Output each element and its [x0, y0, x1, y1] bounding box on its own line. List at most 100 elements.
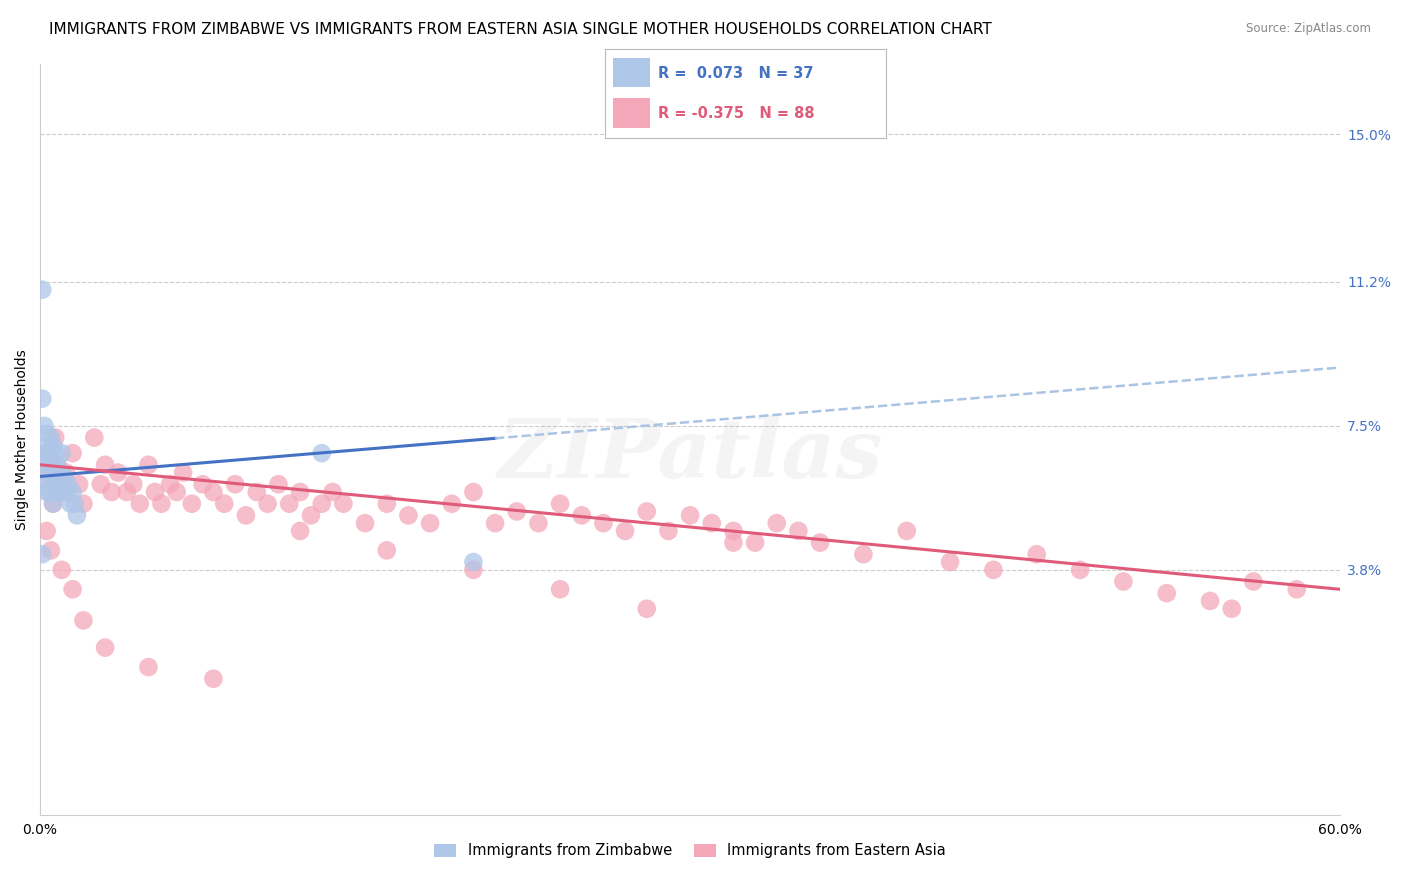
Point — [62, 582, 84, 597]
Point — [51, 477, 73, 491]
Point — [571, 508, 593, 523]
Point — [657, 524, 679, 538]
Point — [52, 469, 75, 483]
Point — [202, 672, 225, 686]
Point — [138, 660, 160, 674]
Point — [636, 601, 658, 615]
Point — [723, 535, 745, 549]
Point — [115, 485, 138, 500]
Point — [1112, 574, 1135, 589]
Bar — [613, 58, 650, 87]
Point — [31, 283, 53, 297]
Point — [46, 458, 69, 472]
Point — [548, 582, 571, 597]
Point — [44, 431, 66, 445]
Point — [311, 497, 333, 511]
Point — [48, 466, 70, 480]
Point — [548, 497, 571, 511]
Point — [66, 508, 89, 523]
Point — [592, 516, 614, 530]
Legend: Immigrants from Zimbabwe, Immigrants from Eastern Asia: Immigrants from Zimbabwe, Immigrants fro… — [429, 838, 952, 864]
Point — [51, 446, 73, 460]
Point — [506, 504, 529, 518]
Point — [39, 431, 62, 445]
Point — [278, 497, 301, 511]
Point — [94, 640, 117, 655]
Point — [744, 535, 766, 549]
Point — [38, 446, 60, 460]
Point — [39, 543, 62, 558]
Text: ZIPatlas: ZIPatlas — [498, 415, 883, 494]
Point — [143, 485, 166, 500]
Text: Source: ZipAtlas.com: Source: ZipAtlas.com — [1246, 22, 1371, 36]
Point — [419, 516, 441, 530]
Point — [48, 485, 70, 500]
Y-axis label: Single Mother Households: Single Mother Households — [15, 349, 30, 530]
Point — [34, 477, 56, 491]
Point — [39, 485, 62, 500]
Point — [150, 497, 173, 511]
Point — [59, 497, 82, 511]
Point — [62, 446, 84, 460]
Point — [34, 418, 56, 433]
Text: R = -0.375   N = 88: R = -0.375 N = 88 — [658, 106, 814, 120]
Point — [46, 477, 69, 491]
Point — [51, 563, 73, 577]
Point — [191, 477, 214, 491]
Point — [44, 485, 66, 500]
Point — [122, 477, 145, 491]
Point — [44, 446, 66, 460]
Point — [299, 508, 322, 523]
Point — [180, 497, 202, 511]
Point — [983, 563, 1005, 577]
Bar — [613, 98, 650, 128]
Point — [159, 477, 181, 491]
Point — [35, 426, 58, 441]
Point — [35, 446, 58, 460]
Point — [67, 477, 90, 491]
Point — [38, 485, 60, 500]
Point — [58, 477, 80, 491]
Point — [35, 485, 58, 500]
Point — [463, 563, 485, 577]
Point — [35, 466, 58, 480]
Point — [939, 555, 962, 569]
Point — [679, 508, 702, 523]
Point — [1241, 574, 1264, 589]
Point — [72, 497, 94, 511]
Point — [128, 497, 150, 511]
Point — [39, 477, 62, 491]
Point — [38, 438, 60, 452]
Point — [463, 555, 485, 569]
Point — [94, 458, 117, 472]
Point — [288, 485, 311, 500]
Point — [354, 516, 377, 530]
Point — [202, 485, 225, 500]
Point — [38, 458, 60, 472]
Point — [246, 485, 269, 500]
Point — [62, 485, 84, 500]
Point — [787, 524, 810, 538]
Point — [267, 477, 290, 491]
Point — [440, 497, 463, 511]
Point — [44, 466, 66, 480]
Point — [100, 485, 122, 500]
Point — [375, 497, 398, 511]
Point — [235, 508, 257, 523]
Point — [224, 477, 246, 491]
Point — [166, 485, 188, 500]
Point — [51, 485, 73, 500]
Point — [138, 458, 160, 472]
Point — [55, 485, 77, 500]
Point — [63, 497, 86, 511]
Point — [765, 516, 787, 530]
Point — [322, 485, 344, 500]
Point — [1285, 582, 1308, 597]
Point — [1220, 601, 1243, 615]
Point — [396, 508, 419, 523]
Point — [83, 431, 105, 445]
Point — [42, 466, 65, 480]
Point — [46, 458, 69, 472]
Text: IMMIGRANTS FROM ZIMBABWE VS IMMIGRANTS FROM EASTERN ASIA SINGLE MOTHER HOUSEHOLD: IMMIGRANTS FROM ZIMBABWE VS IMMIGRANTS F… — [49, 22, 993, 37]
Point — [31, 547, 53, 561]
